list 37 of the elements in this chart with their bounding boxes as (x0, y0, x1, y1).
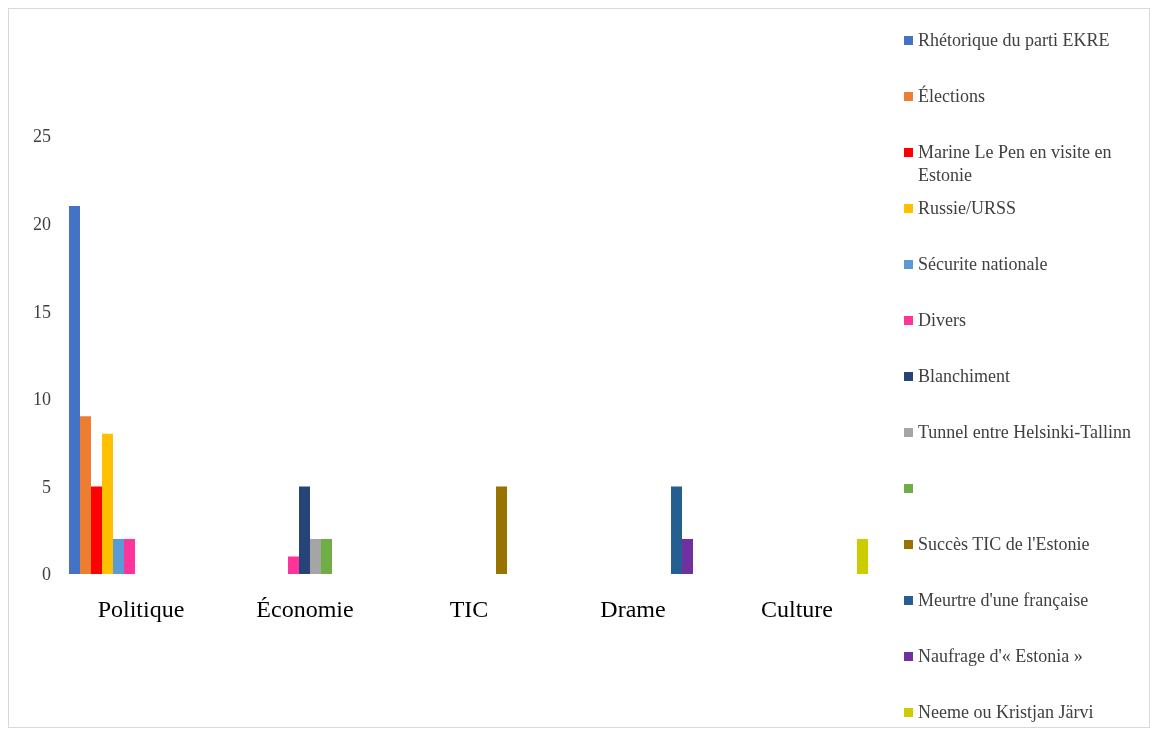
y-tick-label: 15 (33, 301, 51, 322)
bar (102, 433, 113, 574)
x-tick-label: Culture (761, 596, 833, 623)
y-tick-label: 10 (33, 389, 51, 410)
legend-label: Naufrage d'« Estonia » (918, 645, 1083, 668)
y-tick-label: 0 (42, 564, 51, 585)
legend-label: Élections (918, 85, 985, 108)
bar (299, 486, 310, 574)
x-tick-label: TIC (449, 596, 489, 623)
legend-label: Tunnel entre Helsinki-Tallinn (918, 421, 1132, 444)
y-tick-label: 20 (33, 213, 51, 234)
y-tick-label: 5 (42, 476, 51, 497)
legend-label: Neeme ou Kristjan Järvi (918, 701, 1094, 724)
bar (310, 538, 321, 574)
legend-label: Sécurite nationale (918, 253, 1048, 276)
bar (321, 538, 332, 574)
legend-label: Blanchiment (918, 365, 1010, 388)
y-tick-label: 25 (33, 126, 51, 147)
legend-label: Rhétorique du parti EKRE (918, 29, 1110, 52)
bar (91, 486, 102, 574)
x-tick-label: Politique (97, 596, 185, 623)
bar (288, 556, 299, 574)
x-tick-label: Économie (256, 596, 354, 623)
legend-label: Succès TIC de l'Estonie (918, 533, 1090, 556)
bar (496, 486, 507, 574)
legend-label: Russie/URSS (918, 197, 1017, 220)
bar (113, 538, 124, 574)
legend-label: Divers (918, 309, 966, 332)
x-tick-label: Drame (600, 596, 666, 623)
bar (857, 538, 868, 574)
bar (682, 538, 693, 574)
bar (671, 486, 682, 574)
bar (124, 538, 135, 574)
legend-label: Meurtre d'une française (918, 589, 1089, 612)
bar (80, 416, 91, 574)
bar (69, 206, 80, 574)
legend-label: Marine Le Pen en visite en Estonie (918, 141, 1113, 187)
